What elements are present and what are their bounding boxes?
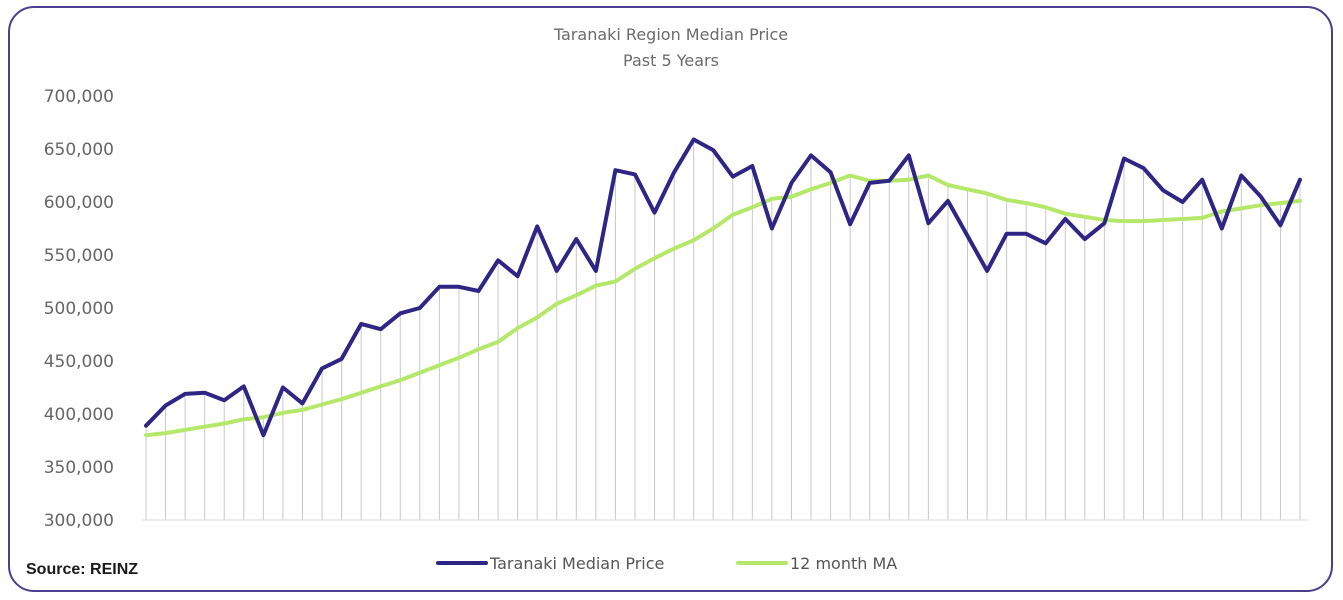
y-tick-label: 650,000 (44, 140, 114, 160)
source-note: Source: REINZ (26, 561, 138, 578)
y-tick-label: 300,000 (44, 511, 114, 531)
chart-subtitle: Past 5 Years (623, 51, 719, 70)
y-tick-label: 350,000 (44, 458, 114, 478)
legend: Taranaki Median Price 12 month MA (436, 554, 897, 573)
legend-label-taranaki-median-price: Taranaki Median Price (489, 554, 664, 573)
y-tick-label: 700,000 (44, 87, 114, 107)
series-line-taranaki-median-price (144, 137, 1302, 438)
series-line-12-month-ma (144, 173, 1302, 438)
chart-title: Taranaki Region Median Price (553, 25, 788, 44)
y-tick-label: 600,000 (44, 193, 114, 213)
y-tick-label: 400,000 (44, 405, 114, 425)
legend-label-12-month-ma: 12 month MA (790, 554, 897, 573)
y-tick-label: 450,000 (44, 352, 114, 372)
y-tick-label: 550,000 (44, 246, 114, 266)
y-axis-ticks: 700,000 650,000 600,000 550,000 500,000 450,0… (44, 87, 114, 531)
y-tick-label: 500,000 (44, 299, 114, 319)
chart-frame (8, 6, 1333, 592)
drop-lines (145, 139, 1301, 520)
